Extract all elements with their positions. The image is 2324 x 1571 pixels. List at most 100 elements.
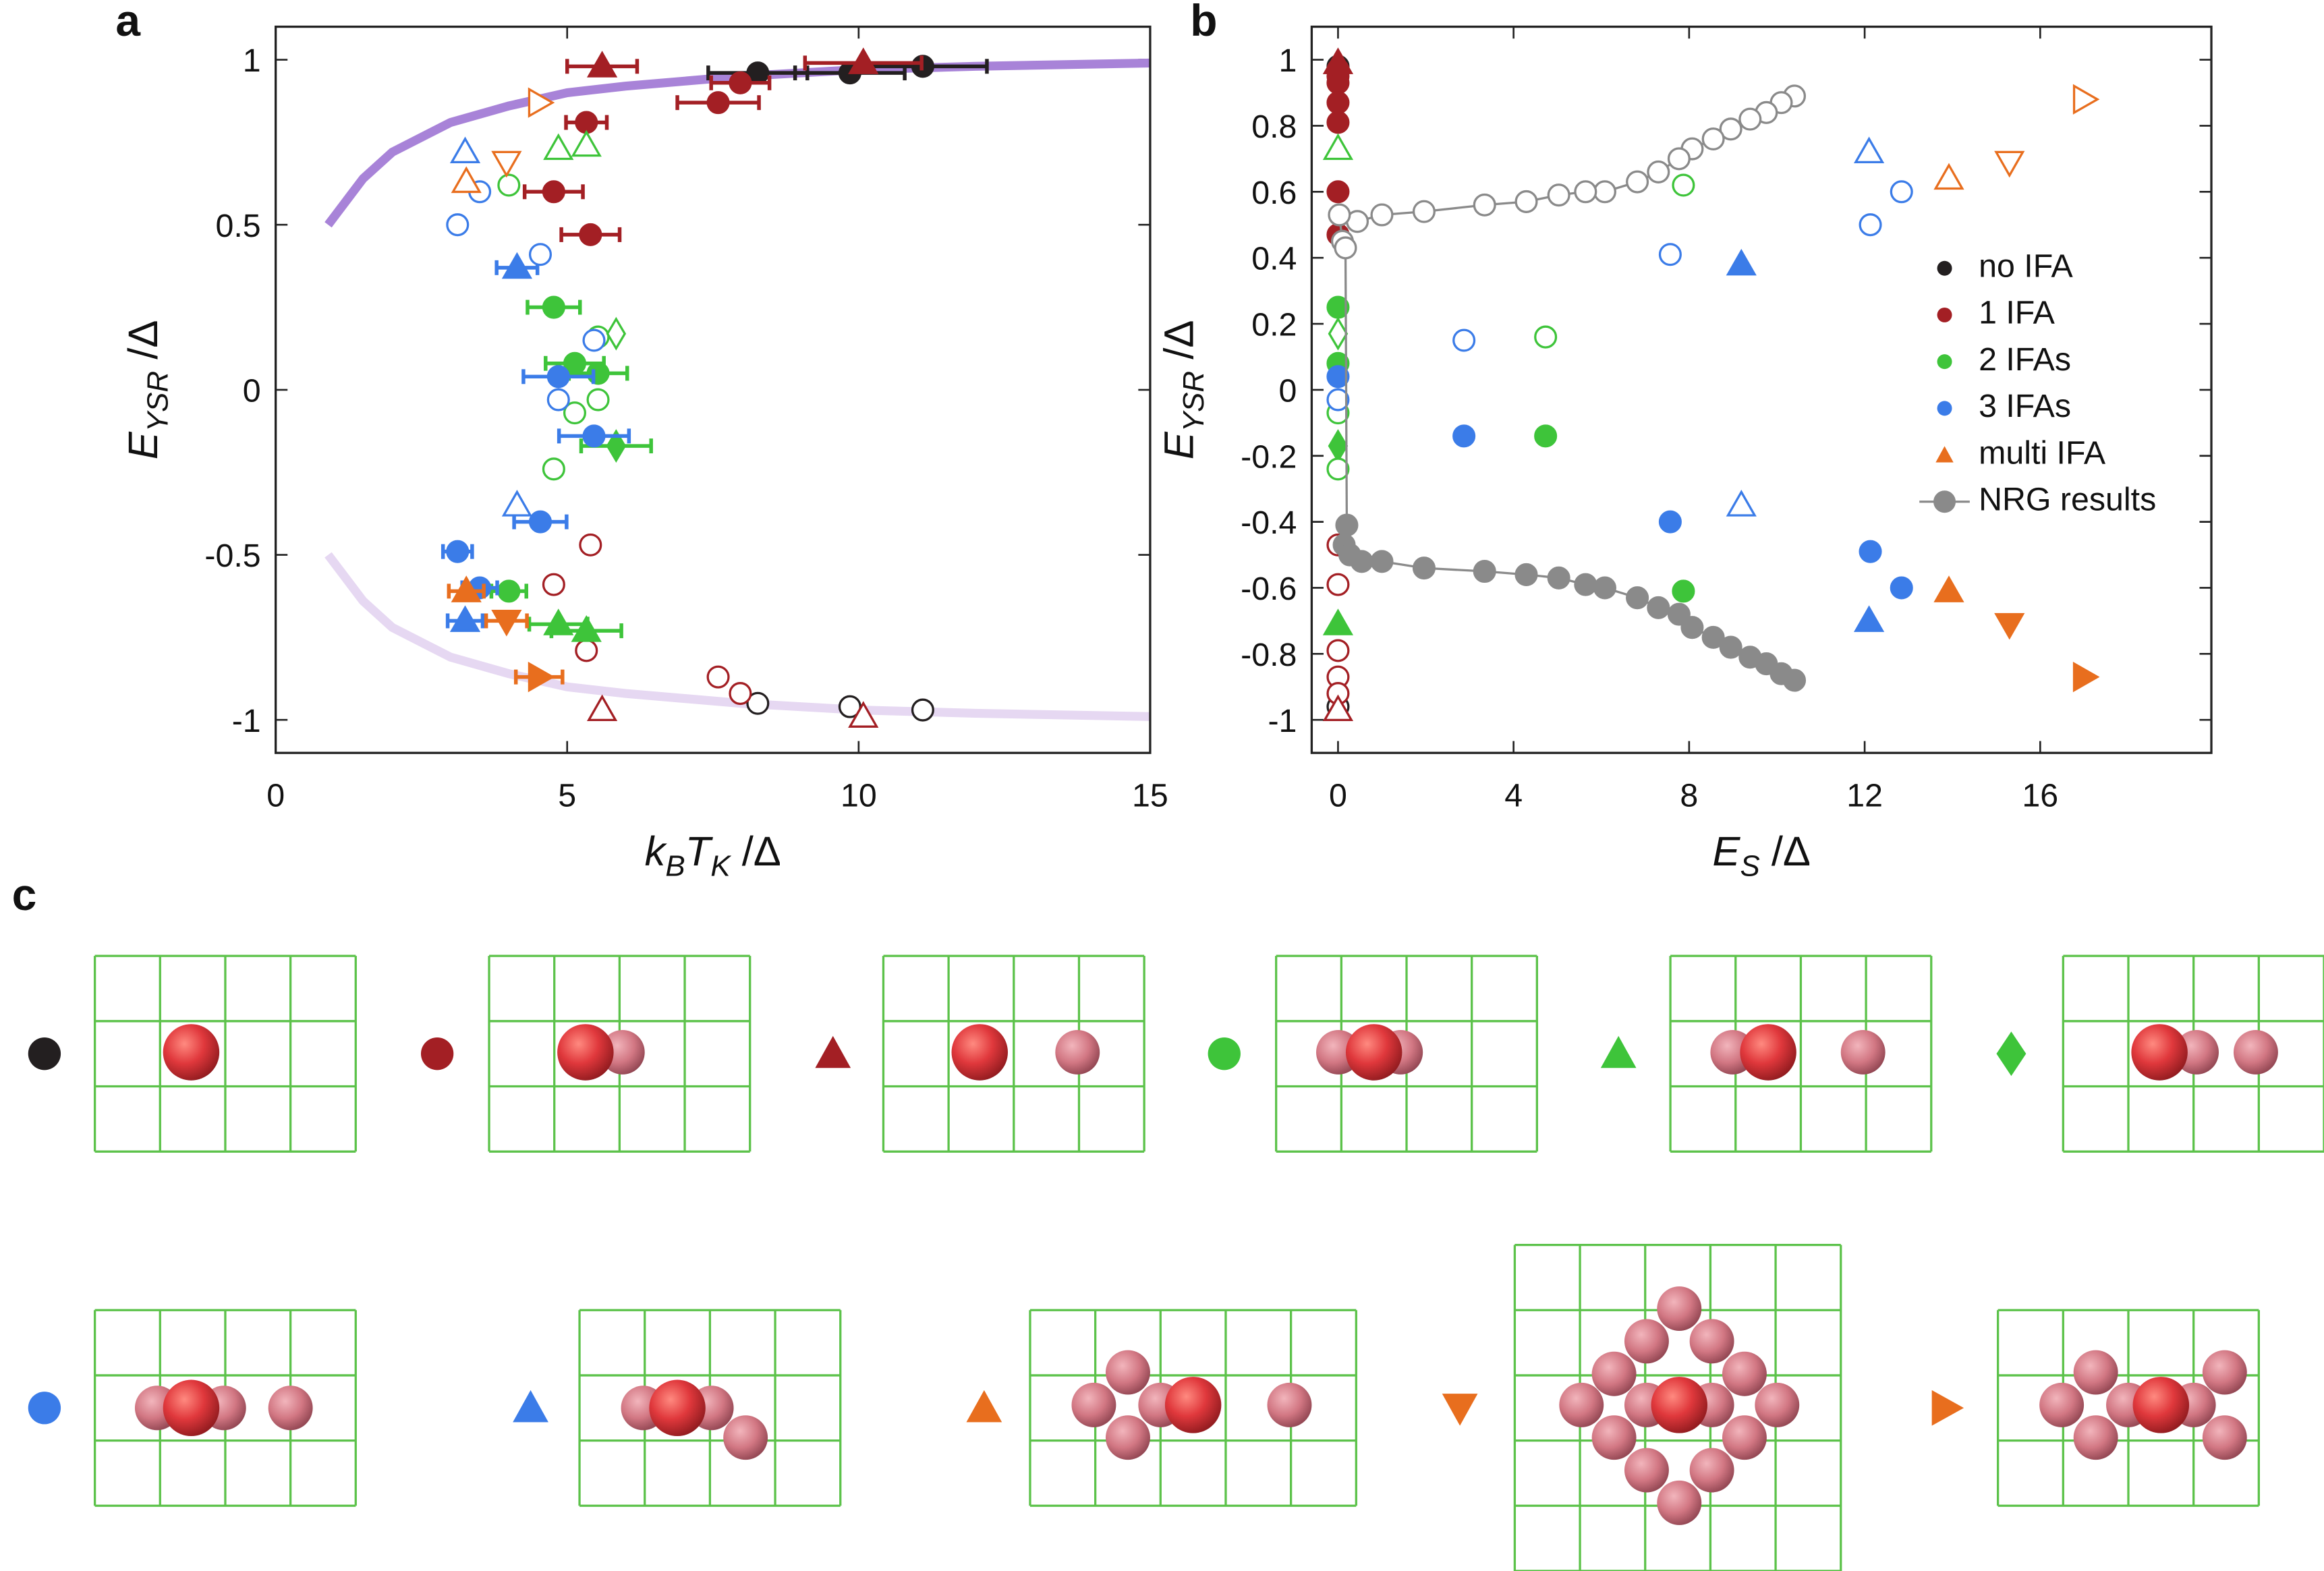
adatom	[2174, 1030, 2219, 1075]
marker	[1514, 563, 1538, 586]
marker	[1473, 193, 1496, 217]
symbol	[28, 1037, 61, 1070]
marker	[582, 424, 606, 448]
legend-label: multi IFA	[1979, 434, 2106, 471]
adatom	[1106, 1350, 1150, 1395]
marker	[571, 615, 602, 642]
adatom	[1689, 1319, 1734, 1364]
marker	[1328, 203, 1351, 227]
label-part: k	[645, 828, 668, 875]
marker	[1322, 133, 1354, 161]
panel-label: a	[115, 0, 141, 45]
marker	[575, 639, 598, 662]
label-part: YSR	[1177, 371, 1210, 432]
y-tick-label: 0.6	[1251, 175, 1297, 211]
adatom	[1689, 1448, 1734, 1493]
atom-diagram	[420, 954, 752, 1153]
plot-frame	[275, 25, 1152, 754]
marker	[1322, 47, 1354, 74]
atom-diagram	[1931, 1309, 2260, 1507]
adatom	[2202, 1350, 2247, 1395]
magnetic-atom	[1740, 1024, 1796, 1081]
marker	[1370, 550, 1394, 573]
magnetic-atom	[163, 1024, 220, 1081]
curve	[324, 58, 1151, 228]
x-tick-label: 16	[2022, 777, 2058, 813]
marker	[1547, 566, 1570, 590]
atom-diagram	[1996, 954, 2324, 1153]
marker	[1326, 71, 1350, 94]
marker	[528, 87, 555, 118]
legend-label: 2 IFAs	[1979, 341, 2071, 378]
marker	[1680, 616, 1704, 639]
magnetic-atom	[557, 1024, 614, 1081]
marker	[1647, 160, 1670, 183]
marker	[1335, 513, 1359, 537]
marker	[1593, 180, 1616, 204]
marker	[1593, 576, 1616, 600]
marker	[1626, 170, 1649, 194]
symbol	[1442, 1394, 1478, 1426]
adatom	[268, 1386, 313, 1431]
y-tick-label: 1	[1279, 42, 1297, 79]
atom-diagram	[1600, 954, 1933, 1153]
y-tick-label: 0.2	[1251, 307, 1297, 343]
marker	[1994, 612, 2025, 640]
marker	[497, 579, 521, 603]
atom-diagram	[28, 954, 357, 1153]
magnetic-atom	[2131, 1024, 2188, 1081]
symbol	[1600, 1035, 1637, 1068]
marker	[528, 662, 555, 693]
label-part: /Δ	[1760, 828, 1811, 875]
marker	[911, 698, 934, 722]
marker	[586, 362, 610, 385]
marker	[1322, 608, 1354, 635]
magnetic-atom	[163, 1379, 220, 1437]
marker	[1701, 127, 1725, 151]
marker	[1326, 457, 1350, 481]
legend-marker	[1937, 354, 1952, 370]
magnetic-atom	[2132, 1377, 2190, 1433]
marker	[497, 173, 521, 197]
y-tick-label: -0.4	[1241, 505, 1297, 541]
marker	[543, 133, 574, 161]
adatom	[1755, 1382, 1800, 1427]
adatom	[2202, 1415, 2247, 1460]
marker	[1658, 510, 1682, 534]
legend-label: 1 IFA	[1979, 295, 2056, 331]
legend-label: no IFA	[1979, 248, 2073, 284]
marker	[1672, 579, 1695, 603]
legend-marker	[1937, 260, 1952, 276]
marker	[563, 401, 587, 425]
y-tick-label: -1	[232, 703, 261, 739]
marker	[606, 316, 627, 351]
marker	[528, 243, 552, 266]
adatom	[1722, 1351, 1767, 1396]
x-tick-label: 12	[1846, 777, 1883, 813]
marker	[1672, 173, 1695, 197]
marker	[586, 388, 610, 411]
marker	[1853, 605, 1885, 632]
marker	[1853, 136, 1885, 164]
y-tick-label: 1	[243, 42, 261, 79]
adatom	[1071, 1382, 1116, 1427]
marker	[1326, 180, 1350, 204]
label-part: T	[685, 828, 714, 875]
marker	[1667, 147, 1691, 171]
legend-marker	[1933, 490, 1956, 513]
marker	[2072, 84, 2100, 115]
atom-diagram	[1208, 954, 1539, 1153]
marker	[501, 252, 533, 279]
marker	[1574, 180, 1597, 204]
label-part: YSR	[141, 371, 174, 432]
marker	[1326, 365, 1350, 389]
marker	[1701, 625, 1725, 649]
marker	[848, 47, 879, 74]
marker	[491, 609, 522, 637]
marker	[571, 130, 602, 157]
marker	[575, 111, 598, 134]
y-axis-label: EYSR /Δ	[1156, 320, 1210, 460]
marker	[542, 573, 565, 596]
adatom	[2073, 1415, 2118, 1460]
marker	[606, 429, 627, 463]
